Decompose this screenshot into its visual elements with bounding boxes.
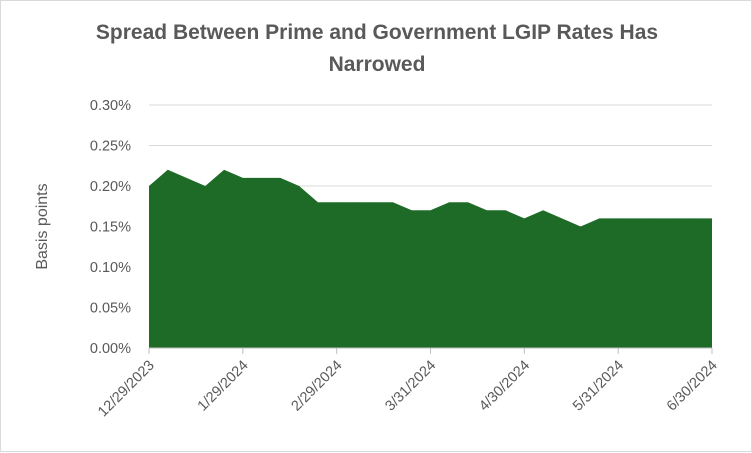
y-tick-label: 0.05% — [90, 301, 131, 317]
y-tick-label: 0.25% — [90, 139, 131, 155]
x-tick-label: 4/30/2024 — [476, 358, 533, 415]
x-tick-label: 1/29/2024 — [195, 358, 252, 415]
x-tick-label: 3/31/2024 — [382, 358, 439, 415]
x-tick-label: 12/29/2023 — [95, 358, 158, 421]
y-tick-label: 0.15% — [90, 220, 131, 236]
y-tick-label: 0.00% — [90, 341, 131, 357]
y-tick-label: 0.20% — [90, 179, 131, 195]
x-tick-label: 2/29/2024 — [289, 358, 346, 415]
y-tick-label: 0.30% — [90, 98, 131, 114]
x-tick-label: 6/30/2024 — [664, 358, 721, 415]
y-tick-label: 0.10% — [90, 260, 131, 276]
x-tick-label: 5/31/2024 — [570, 358, 627, 415]
y-axis-label: Basis points — [34, 183, 51, 269]
series-area — [149, 170, 712, 348]
